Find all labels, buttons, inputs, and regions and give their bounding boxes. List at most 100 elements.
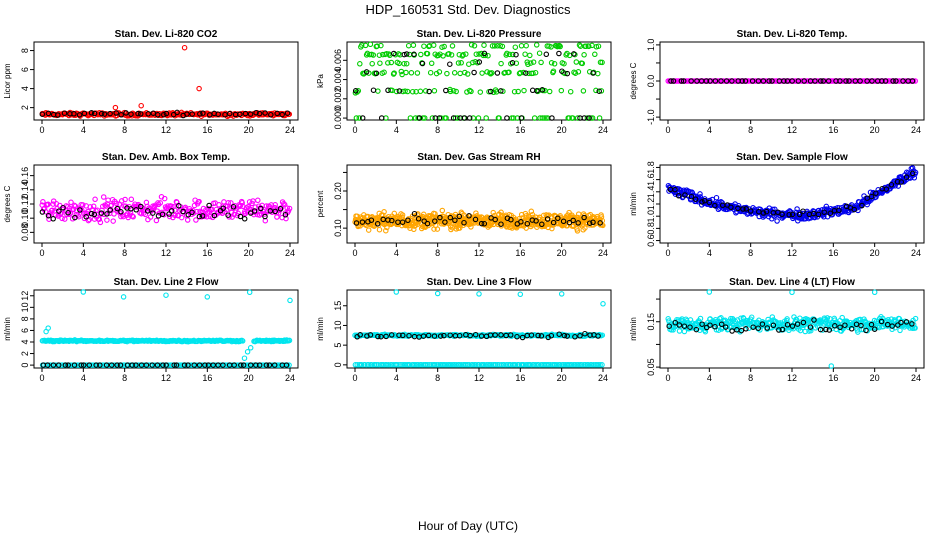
data-point xyxy=(473,51,480,57)
data-point xyxy=(376,226,383,233)
data-point xyxy=(236,203,243,210)
data-point xyxy=(557,362,563,368)
data-point xyxy=(828,363,835,369)
data-point xyxy=(226,110,233,117)
data-point xyxy=(842,322,848,328)
data-point xyxy=(421,43,427,49)
data-point xyxy=(279,111,285,118)
data-point xyxy=(903,174,910,180)
data-point xyxy=(533,42,540,48)
data-point xyxy=(230,204,237,210)
data-point xyxy=(566,115,572,121)
data-point xyxy=(412,362,418,368)
x-tick-label: 12 xyxy=(474,248,484,258)
x-tick-label: 24 xyxy=(911,248,921,258)
series-main xyxy=(665,165,919,224)
data-point xyxy=(879,78,885,84)
data-point xyxy=(770,322,777,329)
data-point xyxy=(897,174,904,180)
data-point xyxy=(743,206,749,212)
data-point xyxy=(408,70,415,76)
data-point xyxy=(857,78,863,84)
data-point xyxy=(912,325,918,331)
data-point xyxy=(570,217,576,224)
data-point xyxy=(400,332,406,339)
data-point xyxy=(784,322,791,328)
data-point xyxy=(796,211,803,218)
data-point xyxy=(564,70,571,77)
y-tick-label: 4 xyxy=(20,339,30,344)
data-point xyxy=(431,88,438,94)
data-point xyxy=(231,362,237,368)
data-point xyxy=(468,42,475,48)
data-point xyxy=(582,362,589,368)
data-point xyxy=(178,214,185,221)
x-tick-label: 4 xyxy=(81,373,86,383)
data-point xyxy=(699,199,705,205)
data-point xyxy=(397,362,403,368)
y-tick-label: 0.6 xyxy=(646,234,656,247)
x-tick-label: 0 xyxy=(39,373,44,383)
data-point xyxy=(91,110,98,117)
x-tick-label: 24 xyxy=(598,373,608,383)
data-point xyxy=(738,327,745,334)
data-point xyxy=(548,332,555,339)
data-point xyxy=(688,193,695,200)
data-point xyxy=(91,211,98,218)
data-point xyxy=(184,111,190,117)
data-point xyxy=(367,332,374,338)
data-point xyxy=(703,78,710,84)
data-point xyxy=(284,110,291,116)
data-point xyxy=(403,60,410,67)
data-point xyxy=(548,60,555,66)
data-point xyxy=(467,332,473,339)
data-point xyxy=(507,332,514,338)
data-point xyxy=(110,218,116,224)
data-point xyxy=(204,294,211,300)
series-hourly xyxy=(668,78,916,84)
data-point xyxy=(39,209,46,215)
data-point xyxy=(466,213,472,219)
data-point xyxy=(825,78,832,84)
data-point xyxy=(181,44,188,51)
data-point xyxy=(417,88,424,95)
data-point xyxy=(215,111,221,117)
series-main xyxy=(665,289,919,369)
data-point xyxy=(494,70,501,76)
data-point xyxy=(425,332,432,339)
data-point xyxy=(589,115,596,121)
data-point xyxy=(567,88,574,95)
data-point xyxy=(50,201,56,207)
data-point xyxy=(539,221,545,228)
data-point xyxy=(779,326,786,333)
data-point xyxy=(769,78,775,84)
data-point xyxy=(512,44,519,50)
data-point xyxy=(598,88,605,94)
data-point xyxy=(225,212,231,218)
data-point xyxy=(688,78,694,84)
data-point xyxy=(557,43,563,50)
data-point xyxy=(466,362,472,368)
data-point xyxy=(163,362,169,368)
data-point xyxy=(122,196,128,203)
data-point xyxy=(666,323,672,329)
data-point xyxy=(837,78,843,84)
data-point xyxy=(443,87,449,94)
data-point xyxy=(352,88,359,94)
y-tick-label: 8 xyxy=(20,316,30,321)
panel-title: Stan. Dev. Amb. Box Temp. xyxy=(102,152,230,163)
data-point xyxy=(193,362,200,368)
x-tick-label: 4 xyxy=(81,125,86,135)
data-point xyxy=(200,110,206,116)
y-tick-label: 6 xyxy=(20,328,30,333)
data-point xyxy=(670,78,677,84)
data-point xyxy=(590,70,596,76)
data-point xyxy=(471,69,477,76)
data-point xyxy=(378,333,384,340)
data-point xyxy=(274,110,280,117)
data-point xyxy=(450,88,457,94)
x-tick-label: 16 xyxy=(515,125,525,135)
data-point xyxy=(534,88,540,94)
